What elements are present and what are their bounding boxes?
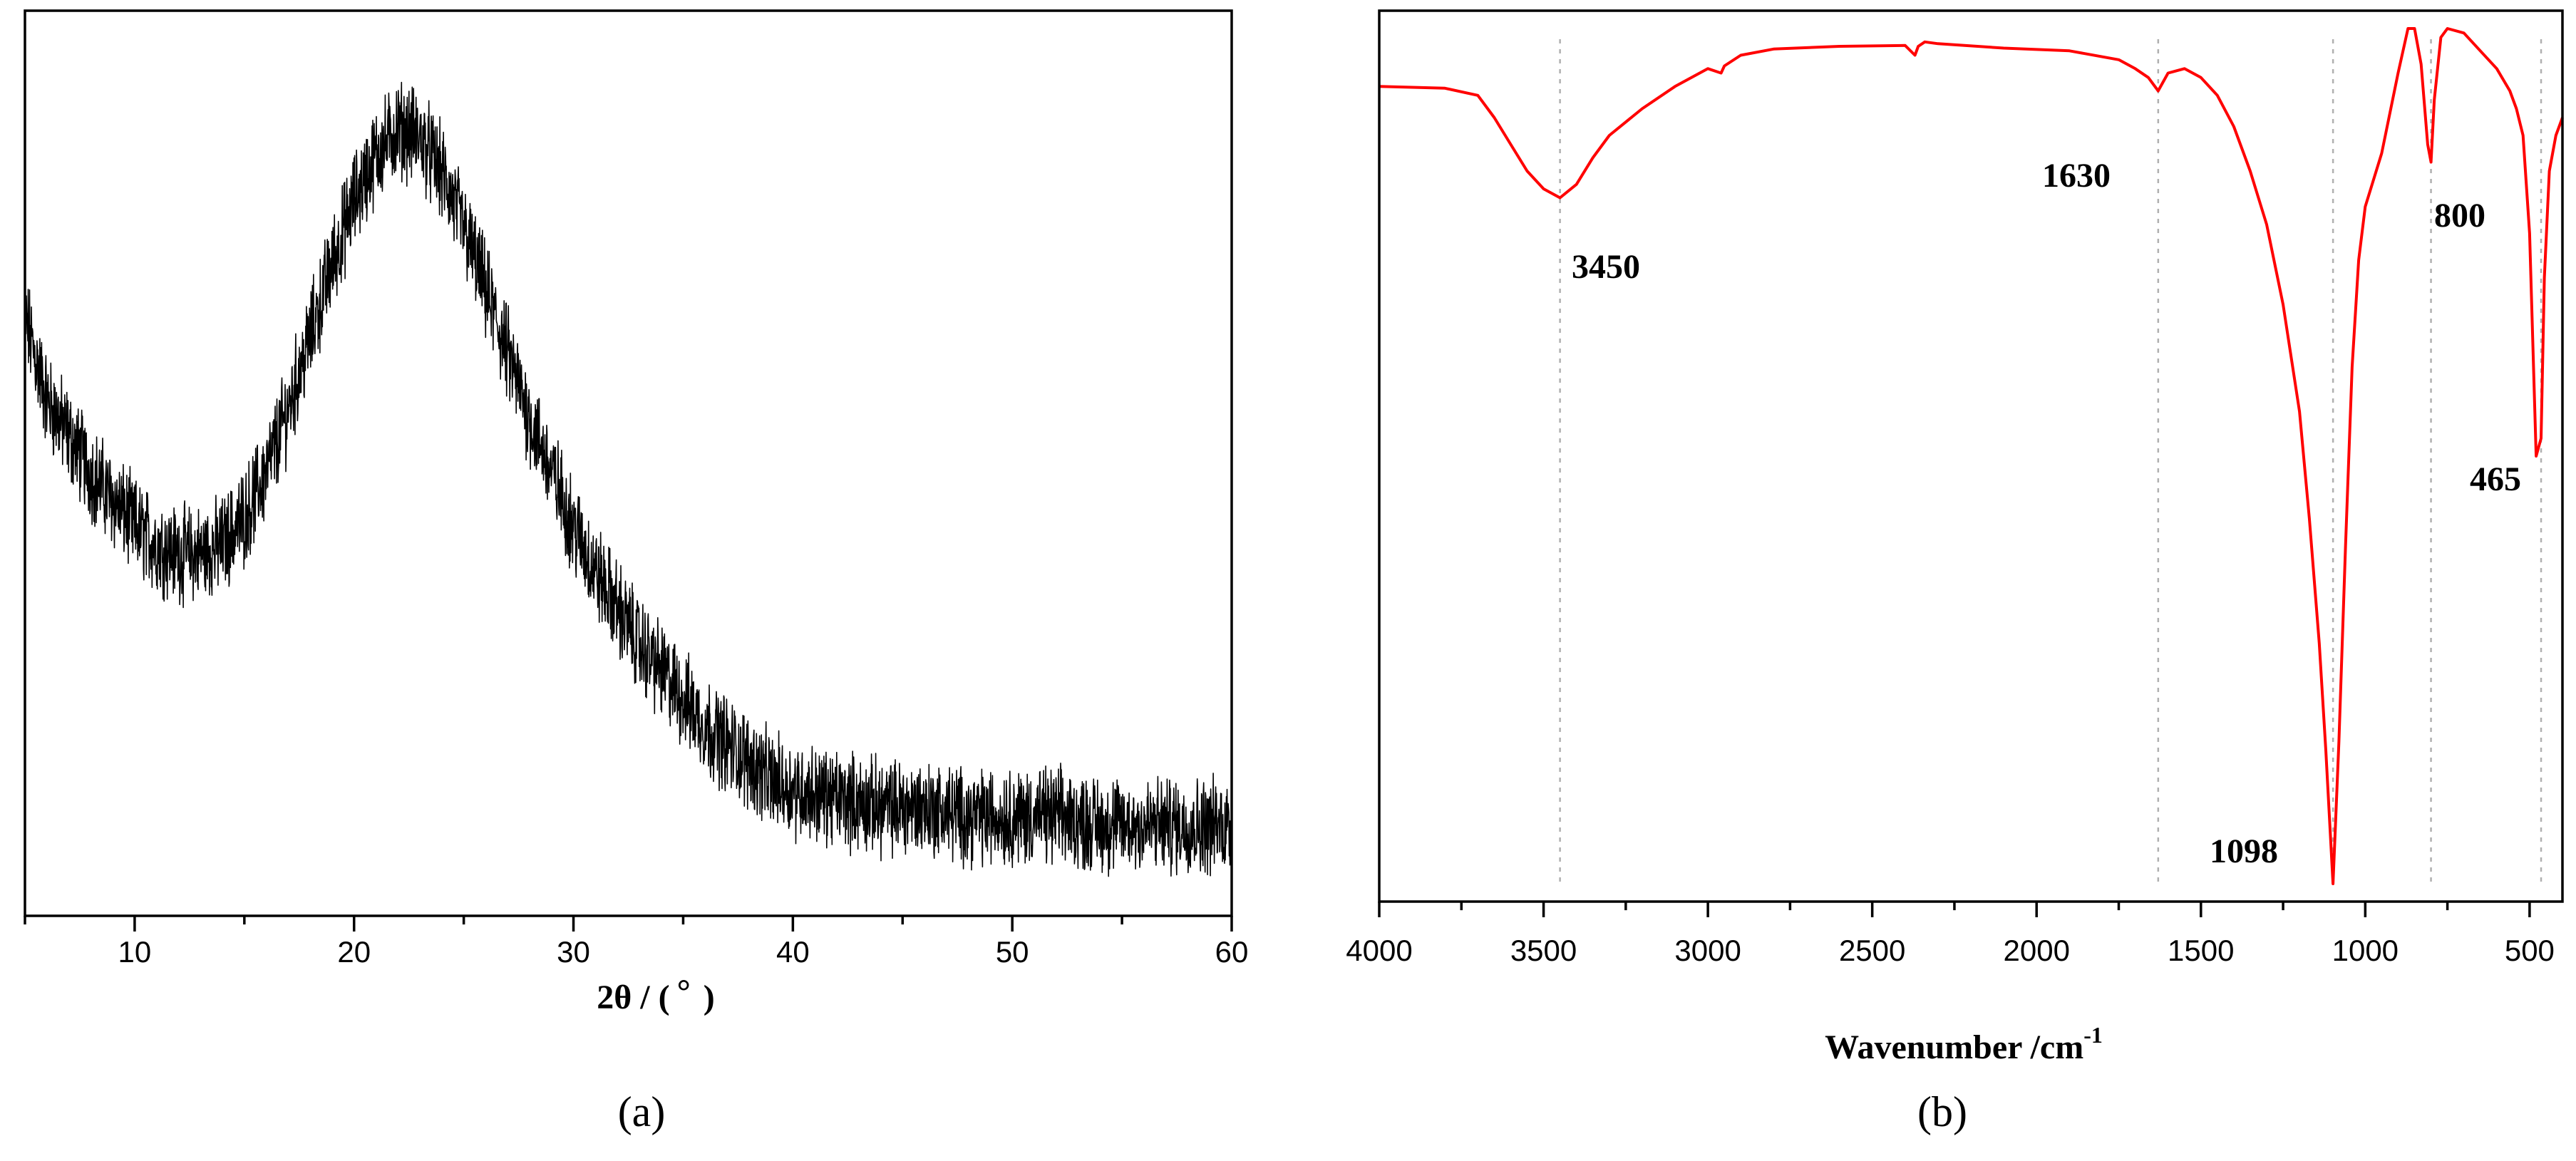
peak-label-465: 465 <box>2470 460 2521 498</box>
ftir-series <box>1379 27 2564 885</box>
ftir-x-tick-label-500: 500 <box>2505 934 2555 967</box>
ftir-x-ticks: 4000 3500 3000 2500 2000 1500 1000 500 <box>1346 902 2555 967</box>
xrd-x-tick-label-30: 30 <box>557 935 590 969</box>
ftir-x-tick-label-2500: 2500 <box>1839 934 1905 967</box>
xrd-plot-frame <box>24 9 1233 917</box>
xrd-x-tick-label-50: 50 <box>996 935 1029 969</box>
ftir-x-axis-title: Wavenumber /cm-1 <box>1825 1022 2103 1066</box>
xrd-x-tick-label-60: 60 <box>1215 935 1249 969</box>
xrd-x-tick-label-40: 40 <box>776 935 810 969</box>
peak-label-3450: 3450 <box>1572 248 1640 286</box>
ftir-x-tick-label-2000: 2000 <box>2004 934 2070 967</box>
peak-label-1098: 1098 <box>2210 832 2278 870</box>
ftir-peak-guides <box>1559 39 2542 887</box>
ftir-x-tick-label-3000: 3000 <box>1674 934 1741 967</box>
panel-b-label: (b) <box>1917 1088 1967 1135</box>
xrd-x-tick-label-10: 10 <box>118 935 152 969</box>
ftir-chart: 4000 3500 3000 2500 2000 1500 1000 500 3450 163… <box>1346 9 2564 1135</box>
xrd-series-line-0 <box>24 81 1232 877</box>
ftir-x-tick-label-1500: 1500 <box>2168 934 2234 967</box>
xrd-chart: 10 20 30 40 50 60 2θ / (°) (a) <box>24 9 1249 1135</box>
xrd-series <box>24 81 1232 877</box>
xrd-x-tick-label-20: 20 <box>337 935 371 969</box>
xrd-x-ticks: 10 20 30 40 50 60 <box>24 916 1249 969</box>
ftir-series-line-0 <box>1379 27 2564 885</box>
ftir-x-tick-label-1000: 1000 <box>2332 934 2399 967</box>
ftir-plot-frame <box>1378 9 2564 903</box>
peak-label-800: 800 <box>2434 197 2485 234</box>
ftir-x-tick-label-3500: 3500 <box>1510 934 1577 967</box>
panel-a-label: (a) <box>618 1088 666 1135</box>
xrd-x-axis-title: 2θ / (°) <box>597 973 715 1016</box>
ftir-x-tick-label-4000: 4000 <box>1346 934 1412 967</box>
peak-label-1630: 1630 <box>2042 157 2111 195</box>
